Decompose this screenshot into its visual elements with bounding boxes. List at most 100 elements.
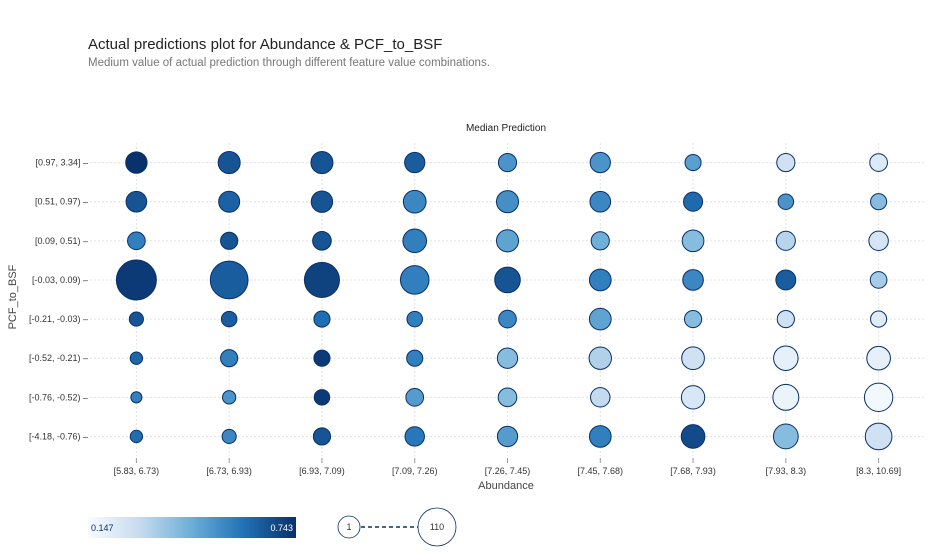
bubble-point (218, 190, 241, 213)
bubble-point (681, 229, 705, 253)
bubble-point (498, 309, 517, 329)
bubble-point (399, 265, 430, 295)
x-axis-ticks: [5.83, 6.73) [6.73, 6.93) [6.93, 7.09) [7.0… (114, 458, 901, 476)
bubble-point (588, 346, 612, 370)
y-tick-label: [-0.03, 0.09) – (32, 275, 88, 285)
bubble-point (775, 230, 796, 251)
bubble-point (125, 151, 148, 174)
bubble-point (402, 228, 428, 254)
grid-lines (90, 143, 925, 456)
bubble-point (864, 422, 893, 451)
bubble-point (869, 271, 888, 289)
x-tick-label: [7.09, 7.26) (392, 466, 438, 476)
x-tick-label: [7.68, 7.93) (670, 466, 716, 476)
bubble-point (590, 387, 611, 408)
bubble-point (680, 424, 706, 449)
bubble-point (313, 310, 331, 328)
bubble-point (220, 349, 239, 368)
bubble-point (496, 425, 519, 448)
bubble-point (312, 427, 332, 446)
bubble-point (496, 347, 519, 369)
bubble-point (772, 383, 800, 411)
x-tick-label: [7.26, 7.45) (485, 466, 531, 476)
bubble-point (406, 349, 424, 367)
bubble-point (313, 349, 331, 367)
bubble-point (588, 268, 612, 292)
bubble-point (590, 231, 610, 251)
bubble-point (209, 260, 249, 300)
size-legend-max-circle (417, 507, 457, 547)
chart-title: Actual predictions plot for Abundance & … (88, 36, 443, 53)
bubble-point (681, 346, 705, 371)
bubble-point (303, 261, 340, 298)
bubble-point (130, 391, 143, 404)
median-prediction-label: Median Prediction (466, 123, 546, 134)
bubble-point (680, 385, 706, 410)
y-tick-label: [0.51, 0.97) – (35, 197, 88, 207)
bubble-point (588, 307, 612, 331)
bubble-point (310, 151, 334, 175)
bubble-point (129, 429, 144, 444)
y-axis-label: PCF_to_BSF (7, 264, 19, 329)
bubble-point (115, 259, 157, 301)
bubble-point (868, 230, 889, 252)
chart-subtitle: Medium value of actual prediction throug… (88, 57, 490, 69)
bubble-point (775, 269, 797, 291)
bubble-point (217, 151, 241, 175)
bubble-point (682, 269, 704, 291)
x-tick-label: [8.3, 10.69] (856, 466, 901, 476)
bubble-point (870, 310, 888, 328)
bubble-point (776, 152, 796, 173)
colorbar-max-label: 0.743 (270, 523, 293, 533)
bubble-point (866, 345, 891, 371)
bubble-point (312, 231, 332, 251)
size-legend-max-label: 110 (430, 522, 444, 532)
bubble-point (404, 151, 426, 174)
bubble-point (588, 425, 612, 448)
bubble-point (869, 153, 888, 172)
bubble-point (683, 309, 703, 329)
bubble-point (863, 382, 894, 412)
bubble-point (313, 389, 331, 406)
bubble-point (406, 310, 423, 328)
bubble-point (683, 191, 704, 212)
bubble-point (589, 190, 612, 213)
bubble-point (129, 351, 144, 365)
y-tick-label: [-0.76, -0.52) – (29, 392, 88, 402)
bubble-point (310, 190, 334, 213)
y-tick-label: [0.09, 0.51) – (35, 236, 88, 246)
size-legend-min-label: 1 (346, 522, 351, 532)
bubble-point (497, 387, 518, 408)
bubble-point (772, 423, 799, 450)
bubble-point (125, 190, 148, 213)
bubble-point (684, 154, 702, 172)
bubble-point (222, 390, 237, 405)
bubble-point (127, 231, 146, 251)
bubble-point (404, 426, 425, 447)
bubble-series (115, 151, 894, 451)
y-tick-label: [-0.52, -0.21) – (29, 353, 88, 363)
bubble-point (494, 266, 521, 294)
x-tick-label: [6.73, 6.93) (206, 466, 252, 476)
bubble-point (128, 311, 144, 327)
y-axis-ticks: [0.97, 3.34] – [0.51, 0.97) – [0.09, 0.51)… (29, 158, 88, 442)
bubble-point (220, 231, 239, 250)
bubble-point (402, 189, 427, 214)
x-tick-label: [7.93, 8.3) (766, 466, 807, 476)
bubble-point (776, 309, 795, 329)
x-tick-label: [5.83, 6.73) (114, 466, 160, 476)
bubble-point (777, 193, 795, 210)
y-tick-label: [-4.18, -0.76) – (29, 431, 88, 441)
colorbar (88, 517, 296, 538)
bubble-point (221, 428, 237, 445)
bubble-point (495, 190, 520, 214)
bubble-point (773, 345, 799, 371)
x-tick-label: [6.93, 7.09) (299, 466, 345, 476)
y-tick-label: [0.97, 3.34] – (35, 158, 88, 168)
bubble-point (870, 193, 888, 211)
size-legend-min-circle (337, 515, 361, 539)
bubble-point (497, 152, 518, 173)
colorbar-min-label: 0.147 (91, 523, 114, 533)
x-tick-label: [7.45, 7.68) (578, 466, 624, 476)
